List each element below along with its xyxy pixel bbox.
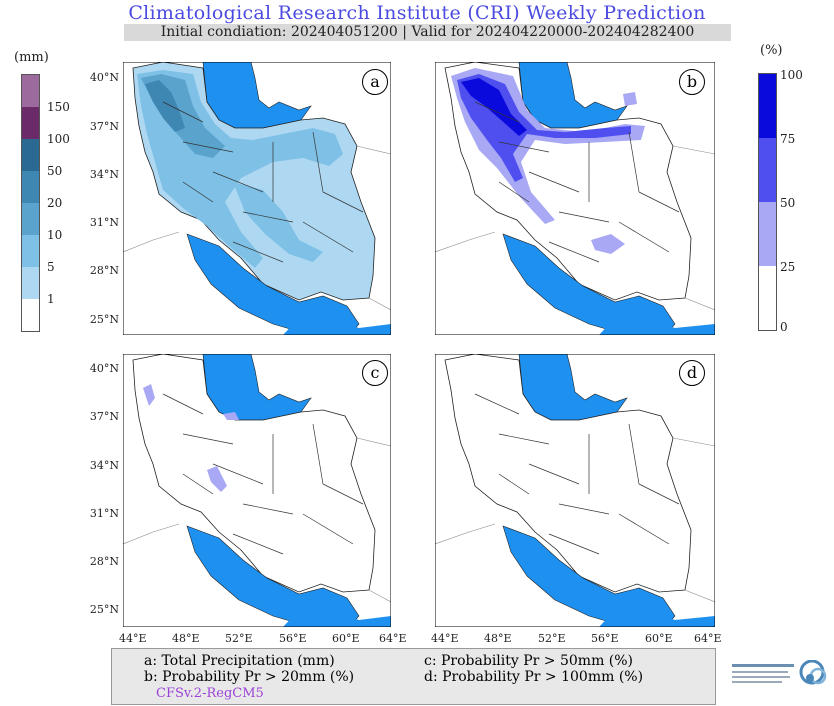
lat-label-31n-bottom: 31°N — [89, 507, 119, 520]
precip-50mm-region — [145, 80, 185, 132]
province-borders-b — [474, 101, 680, 263]
province-borders-a — [162, 101, 364, 263]
prob-25-spot-c1 — [143, 384, 155, 406]
validity-subtitle: Initial condiation: 202404051200 | Valid… — [124, 24, 731, 41]
precip-swatch-gt150 — [22, 75, 39, 107]
prob-level-25: 25 — [780, 260, 796, 274]
lat-label-40n-top: 40°N — [89, 71, 119, 84]
neighbor-border-c — [123, 437, 391, 603]
province-borders-c — [162, 393, 364, 555]
lon-label-56e-right: 56°E — [591, 632, 619, 645]
lon-label-60e-right: 60°E — [645, 632, 673, 645]
panel-c-letter: c — [362, 360, 388, 386]
precip-10mm-zagros — [233, 182, 323, 262]
lat-label-40n-bottom: 40°N — [89, 362, 119, 375]
model-label: CFSv.2-RegCM5 — [156, 686, 264, 701]
page-title: Climatological Research Institute (CRI) … — [128, 2, 706, 24]
prob-swatch-25-50 — [759, 202, 776, 266]
prob-level-0: 0 — [780, 320, 788, 334]
prob-swatch-75-100 — [759, 74, 776, 138]
map-panel-d — [435, 354, 715, 627]
precip-swatch-20-50 — [22, 171, 39, 203]
neighbor-border-d — [435, 437, 715, 603]
neighbor-border-a — [123, 145, 391, 311]
legend-item-d: d: Probability Pr > 100mm (%) — [424, 669, 644, 685]
institute-logo — [732, 660, 827, 685]
lon-label-44e-left: 44°E — [119, 632, 147, 645]
lat-label-31n-top: 31°N — [89, 216, 119, 229]
lat-label-34n-bottom: 34°N — [89, 459, 119, 472]
precip-swatch-50-100 — [22, 139, 39, 171]
lon-label-48e-right: 48°E — [484, 632, 512, 645]
legend-item-b: b: Probability Pr > 20mm (%) — [144, 669, 355, 685]
prob-25-spot-c3 — [223, 412, 239, 420]
legend-item-c: c: Probability Pr > 50mm (%) — [424, 653, 634, 669]
prob-unit-label: (%) — [760, 43, 783, 58]
panel-legend: a: Total Precipitation (mm) b: Probabili… — [111, 648, 716, 705]
persian-gulf — [186, 233, 360, 335]
lat-label-34n-top: 34°N — [89, 168, 119, 181]
panel-d-letter: d — [679, 360, 705, 386]
province-borders-d — [474, 393, 680, 555]
lon-label-44e-right: 44°E — [431, 632, 459, 645]
precip-unit-label: (mm) — [14, 50, 49, 65]
prob-swatch-0-25 — [759, 266, 776, 330]
arabian-peninsula-coast — [283, 308, 391, 335]
arabian-coast-b — [599, 308, 715, 335]
prob-level-75: 75 — [780, 132, 796, 146]
prob-level-100: 100 — [780, 68, 803, 82]
panel-a-letter: a — [362, 69, 388, 95]
lat-label-37n-top: 37°N — [89, 120, 119, 133]
panel-b-letter: b — [679, 69, 705, 95]
precip-level-1: 1 — [47, 292, 55, 306]
precip-swatch-0-1 — [22, 299, 39, 331]
precip-swatch-1-5 — [22, 267, 39, 299]
precip-colorbar — [21, 74, 40, 332]
precip-level-20: 20 — [47, 196, 63, 210]
precip-level-50: 50 — [47, 164, 63, 178]
map-panel-b — [435, 62, 715, 335]
legend-item-a: a: Total Precipitation (mm) — [144, 653, 335, 669]
precip-swatch-10-20 — [22, 203, 39, 235]
precip-level-5: 5 — [47, 260, 55, 274]
lat-label-28n-bottom: 28°N — [89, 555, 119, 568]
lon-label-64e-left: 64°E — [379, 632, 407, 645]
lon-label-48e-left: 48°E — [172, 632, 200, 645]
neighbor-border-b — [435, 145, 715, 311]
precip-level-10: 10 — [47, 228, 63, 242]
precip-level-100: 100 — [47, 132, 70, 146]
iran-outline-d — [444, 354, 692, 593]
lon-label-52e-left: 52°E — [225, 632, 253, 645]
lat-label-28n-top: 28°N — [89, 264, 119, 277]
prob-25-spot-c2 — [207, 466, 227, 492]
lon-label-60e-left: 60°E — [332, 632, 360, 645]
prob-colorbar — [758, 73, 777, 331]
lat-label-25n-top: 25°N — [89, 313, 119, 326]
lat-label-37n-bottom: 37°N — [89, 410, 119, 423]
prob-75-region-b — [461, 78, 527, 136]
persian-gulf-c — [186, 525, 360, 627]
lon-label-52e-right: 52°E — [538, 632, 566, 645]
precip-swatch-5-10 — [22, 235, 39, 267]
persian-gulf-b — [502, 233, 676, 335]
map-panel-a — [123, 62, 391, 335]
map-panel-c — [123, 354, 391, 627]
precip-level-150: 150 — [47, 100, 70, 114]
precip-swatch-100-150 — [22, 107, 39, 139]
prob-level-50: 50 — [780, 196, 796, 210]
lon-label-56e-left: 56°E — [279, 632, 307, 645]
arabian-coast-d — [599, 600, 715, 627]
prob-swatch-50-75 — [759, 138, 776, 202]
persian-gulf-d — [502, 525, 676, 627]
lat-label-25n-bottom: 25°N — [89, 603, 119, 616]
lon-label-64e-right: 64°E — [694, 632, 722, 645]
arabian-coast-c — [283, 600, 391, 627]
